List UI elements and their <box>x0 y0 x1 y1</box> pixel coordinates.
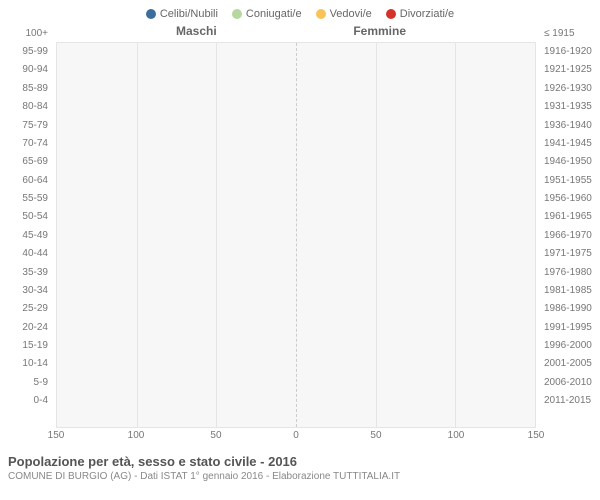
age-label: 90-94 <box>0 61 52 79</box>
age-label: 35-39 <box>0 263 52 281</box>
plot <box>56 42 536 428</box>
legend-item: Celibi/Nubili <box>146 8 218 20</box>
pyramid-row <box>57 80 535 98</box>
grid-line <box>137 43 138 427</box>
pyramid-row <box>57 281 535 299</box>
legend-label: Vedovi/e <box>330 8 372 20</box>
birth-label: 1946-1950 <box>540 153 600 171</box>
age-label: 80-84 <box>0 98 52 116</box>
x-tick: 150 <box>48 430 65 441</box>
age-label: 65-69 <box>0 153 52 171</box>
birth-label: 1966-1970 <box>540 226 600 244</box>
birth-label: 1986-1990 <box>540 300 600 318</box>
pyramid-row <box>57 134 535 152</box>
chart-area: Maschi Femmine 100+95-9990-9485-8980-847… <box>0 24 600 428</box>
birth-label: 2001-2005 <box>540 355 600 373</box>
birth-label: 1941-1945 <box>540 134 600 152</box>
legend-label: Coniugati/e <box>246 8 302 20</box>
pyramid-row <box>57 372 535 390</box>
pyramid-row <box>57 61 535 79</box>
pyramid-row <box>57 354 535 372</box>
age-label: 60-64 <box>0 171 52 189</box>
birth-label: 1951-1955 <box>540 171 600 189</box>
birth-label: 1976-1980 <box>540 263 600 281</box>
footer-title: Popolazione per età, sesso e stato civil… <box>8 454 592 469</box>
age-label: 20-24 <box>0 318 52 336</box>
birth-label: 1916-1920 <box>540 42 600 60</box>
birth-label: 1921-1925 <box>540 61 600 79</box>
birth-label: 1981-1985 <box>540 281 600 299</box>
birth-label: 1926-1930 <box>540 79 600 97</box>
birth-label: 2006-2010 <box>540 373 600 391</box>
x-tick: 150 <box>528 430 545 441</box>
age-label: 15-19 <box>0 336 52 354</box>
x-axis: 15010050050100150 <box>56 430 536 448</box>
age-label: 25-29 <box>0 300 52 318</box>
x-tick: 100 <box>448 430 465 441</box>
age-label: 50-54 <box>0 208 52 226</box>
pyramid-row <box>57 116 535 134</box>
birth-label: 2011-2015 <box>540 392 600 410</box>
grid-line <box>376 43 377 427</box>
pyramid-row <box>57 226 535 244</box>
y-axis-age: 100+95-9990-9485-8980-8475-7970-7465-696… <box>0 24 52 410</box>
x-tick: 100 <box>128 430 145 441</box>
birth-label: 1956-1960 <box>540 189 600 207</box>
pyramid-row <box>57 43 535 61</box>
pyramid-row <box>57 390 535 408</box>
pyramid-row <box>57 189 535 207</box>
legend-swatch <box>316 9 326 19</box>
x-tick: 50 <box>210 430 221 441</box>
birth-label: 1961-1965 <box>540 208 600 226</box>
birth-label: 1936-1940 <box>540 116 600 134</box>
age-label: 100+ <box>0 24 52 42</box>
header-male: Maschi <box>176 24 217 38</box>
age-label: 45-49 <box>0 226 52 244</box>
legend: Celibi/Nubili Coniugati/e Vedovi/e Divorzia… <box>0 0 600 24</box>
legend-item: Divorziati/e <box>386 8 454 20</box>
birth-label: 1991-1995 <box>540 318 600 336</box>
birth-label: 1996-2000 <box>540 336 600 354</box>
age-label: 75-79 <box>0 116 52 134</box>
pyramid-row <box>57 244 535 262</box>
age-label: 30-34 <box>0 281 52 299</box>
pyramid-row <box>57 208 535 226</box>
pyramid-row <box>57 409 535 427</box>
age-label: 10-14 <box>0 355 52 373</box>
y-axis-birth: ≤ 19151916-19201921-19251926-19301931-19… <box>540 24 600 410</box>
header-female: Femmine <box>353 24 406 38</box>
pyramid-row <box>57 336 535 354</box>
legend-swatch <box>386 9 396 19</box>
grid-line <box>455 43 456 427</box>
pyramid-row <box>57 171 535 189</box>
birth-label: 1931-1935 <box>540 98 600 116</box>
pyramid-row <box>57 317 535 335</box>
age-label: 95-99 <box>0 42 52 60</box>
legend-item: Vedovi/e <box>316 8 372 20</box>
pyramid-row <box>57 262 535 280</box>
pyramid-row <box>57 299 535 317</box>
x-tick: 50 <box>370 430 381 441</box>
footer: Popolazione per età, sesso e stato civil… <box>0 448 600 482</box>
age-label: 5-9 <box>0 373 52 391</box>
rows-container <box>57 43 535 427</box>
legend-item: Coniugati/e <box>232 8 302 20</box>
gender-headers: Maschi Femmine <box>56 24 536 42</box>
legend-swatch <box>146 9 156 19</box>
age-label: 70-74 <box>0 134 52 152</box>
age-label: 40-44 <box>0 245 52 263</box>
legend-swatch <box>232 9 242 19</box>
footer-sub: COMUNE DI BURGIO (AG) - Dati ISTAT 1° ge… <box>8 471 592 482</box>
x-tick: 0 <box>293 430 299 441</box>
birth-label: ≤ 1915 <box>540 24 600 42</box>
age-label: 85-89 <box>0 79 52 97</box>
pyramid-row <box>57 98 535 116</box>
grid-line <box>216 43 217 427</box>
age-label: 55-59 <box>0 189 52 207</box>
age-label: 0-4 <box>0 392 52 410</box>
legend-label: Divorziati/e <box>400 8 454 20</box>
legend-label: Celibi/Nubili <box>160 8 218 20</box>
birth-label: 1971-1975 <box>540 245 600 263</box>
pyramid-row <box>57 153 535 171</box>
